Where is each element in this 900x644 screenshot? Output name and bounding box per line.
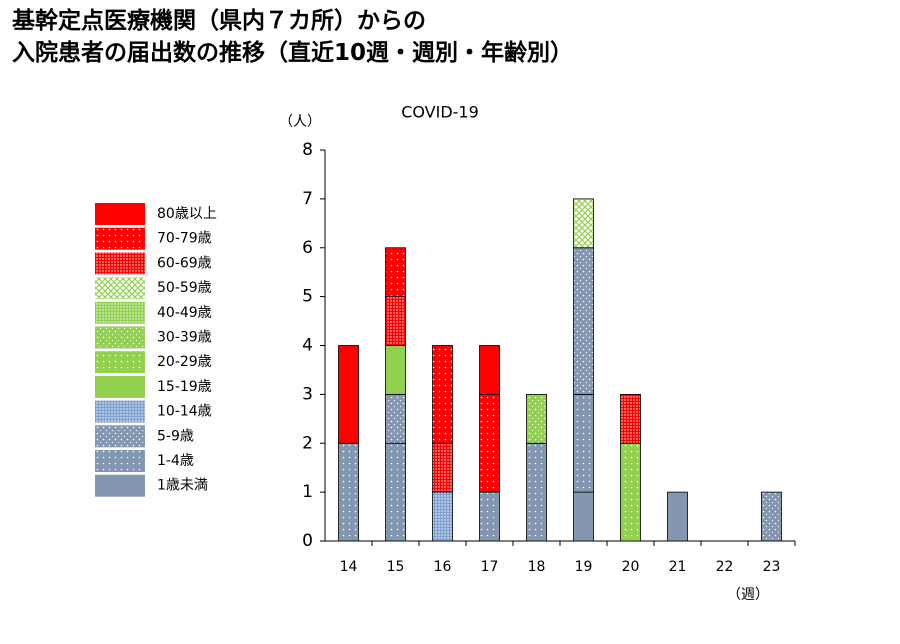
y-tick-label: 2 [302,433,313,453]
bar-segment [573,247,594,395]
legend-label: 1-4歳 [157,453,194,469]
bar-segment [479,393,500,493]
y-tick-label: 1 [302,482,313,502]
bar-segment [526,442,547,542]
y-axis-label: （人） [279,114,321,130]
bar-segment [526,393,547,444]
y-tick-label: 4 [302,336,313,356]
bar-segment [432,491,453,542]
bar-segment [667,491,688,542]
legend-swatch [95,227,145,250]
legend-swatch [95,277,145,300]
x-tick-label: 19 [575,559,593,575]
bar-segment [479,345,500,395]
x-tick-label: 20 [622,559,640,575]
legend-label: 30-39歳 [157,330,212,346]
legend-swatch [95,400,145,423]
bar-segment [479,491,500,542]
legend-label: 80歳以上 [157,206,217,222]
bar-segment [573,491,594,542]
bar-segment [385,345,406,395]
x-tick-label: 16 [434,559,452,575]
x-tick-label: 18 [528,559,546,575]
legend-label: 60-69歳 [157,255,212,271]
bar-segment [573,198,594,249]
bar-segment [338,345,359,444]
bar-segment [432,442,453,493]
legend-swatch [95,326,145,349]
bar-segment [620,442,641,542]
x-tick-label: 23 [763,559,781,575]
y-tick-label: 0 [302,531,313,551]
y-tick-label: 7 [302,189,313,209]
bar-segment [385,247,406,298]
legend-swatch [95,474,145,497]
bar-segment [385,296,406,346]
chart-title: 入院患者の届出数の推移（直近10週・週別・年齢別） [12,39,573,66]
x-tick-label: 22 [716,559,734,575]
legend-label: 40-49歳 [157,305,212,321]
x-axis-label: （週） [727,587,769,603]
bar-segment [761,491,782,542]
bar-segment [620,393,641,444]
bar-segment [338,442,359,542]
legend-swatch [95,351,145,374]
legend-label: 20-29歳 [157,354,212,370]
x-tick-label: 17 [481,559,499,575]
legend-swatch [95,375,145,398]
y-tick-label: 6 [302,238,313,258]
legend-swatch [95,203,145,225]
legend-swatch [95,425,145,448]
bar-segment [385,393,406,444]
legend-label: 1歳未満 [157,478,208,494]
x-tick-label: 15 [387,559,405,575]
legend-label: 70-79歳 [157,231,212,247]
legend-label: 5-9歳 [157,428,194,444]
legend-swatch [95,252,145,275]
y-tick-label: 5 [302,287,313,307]
bar-segment [432,345,453,444]
y-tick-label: 8 [302,140,313,160]
legend-label: 50-59歳 [157,280,212,296]
x-tick-label: 14 [340,559,358,575]
y-tick-label: 3 [302,384,313,404]
legend-swatch [95,450,145,472]
chart-title: 基幹定点医療機関（県内７カ所）からの [12,7,426,34]
bar-segment [573,393,594,493]
legend-label: 15-19歳 [157,379,212,395]
chart-subtitle: COVID-19 [401,103,479,122]
bar-segment [385,442,406,542]
legend-label: 10-14歳 [157,404,212,420]
x-tick-label: 21 [669,559,687,575]
legend-swatch [95,301,145,324]
